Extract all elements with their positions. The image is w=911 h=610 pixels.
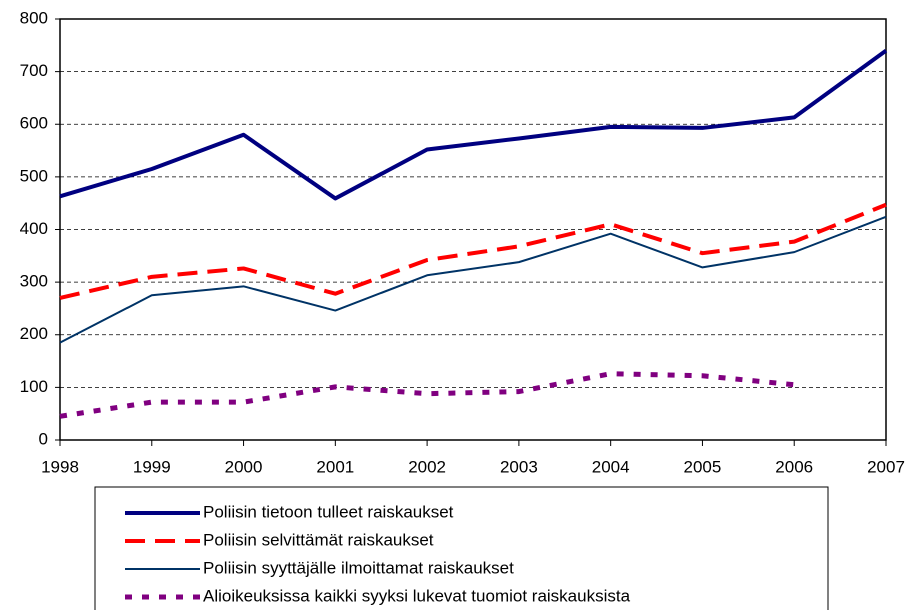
x-tick-label: 1999 — [133, 457, 171, 476]
y-tick-label: 0 — [39, 429, 48, 448]
y-tick-label: 200 — [20, 324, 48, 343]
x-tick-label: 2006 — [775, 457, 813, 476]
legend-label: Alioikeuksissa kaikki syyksi lukevat tuo… — [203, 586, 631, 605]
y-tick-label: 600 — [20, 114, 48, 133]
legend-label: Poliisin syyttäjälle ilmoittamat raiskau… — [203, 558, 514, 577]
series-line — [59, 202, 887, 300]
x-tick-label: 2002 — [408, 457, 446, 476]
series-line — [59, 371, 795, 419]
legend-label: Poliisin selvittämät raiskaukset — [203, 530, 434, 549]
x-tick-label: 2003 — [500, 457, 538, 476]
y-tick-label: 300 — [20, 272, 48, 291]
x-tick-label: 2004 — [592, 457, 630, 476]
y-tick-label: 700 — [20, 61, 48, 80]
x-tick-label: 2001 — [316, 457, 354, 476]
legend-box — [94, 486, 829, 610]
legend-label: Poliisin tietoon tulleet raiskaukset — [203, 502, 454, 521]
series-line — [59, 215, 887, 344]
y-tick-label: 400 — [20, 219, 48, 238]
x-tick-label: 2007 — [867, 457, 905, 476]
x-tick-label: 1998 — [41, 457, 79, 476]
y-tick-label: 800 — [20, 8, 48, 27]
x-tick-label: 2000 — [225, 457, 263, 476]
plot-frame — [59, 18, 887, 441]
series-line — [59, 48, 888, 201]
x-tick-label: 2005 — [684, 457, 722, 476]
y-tick-label: 100 — [20, 377, 48, 396]
y-tick-label: 500 — [20, 166, 48, 185]
